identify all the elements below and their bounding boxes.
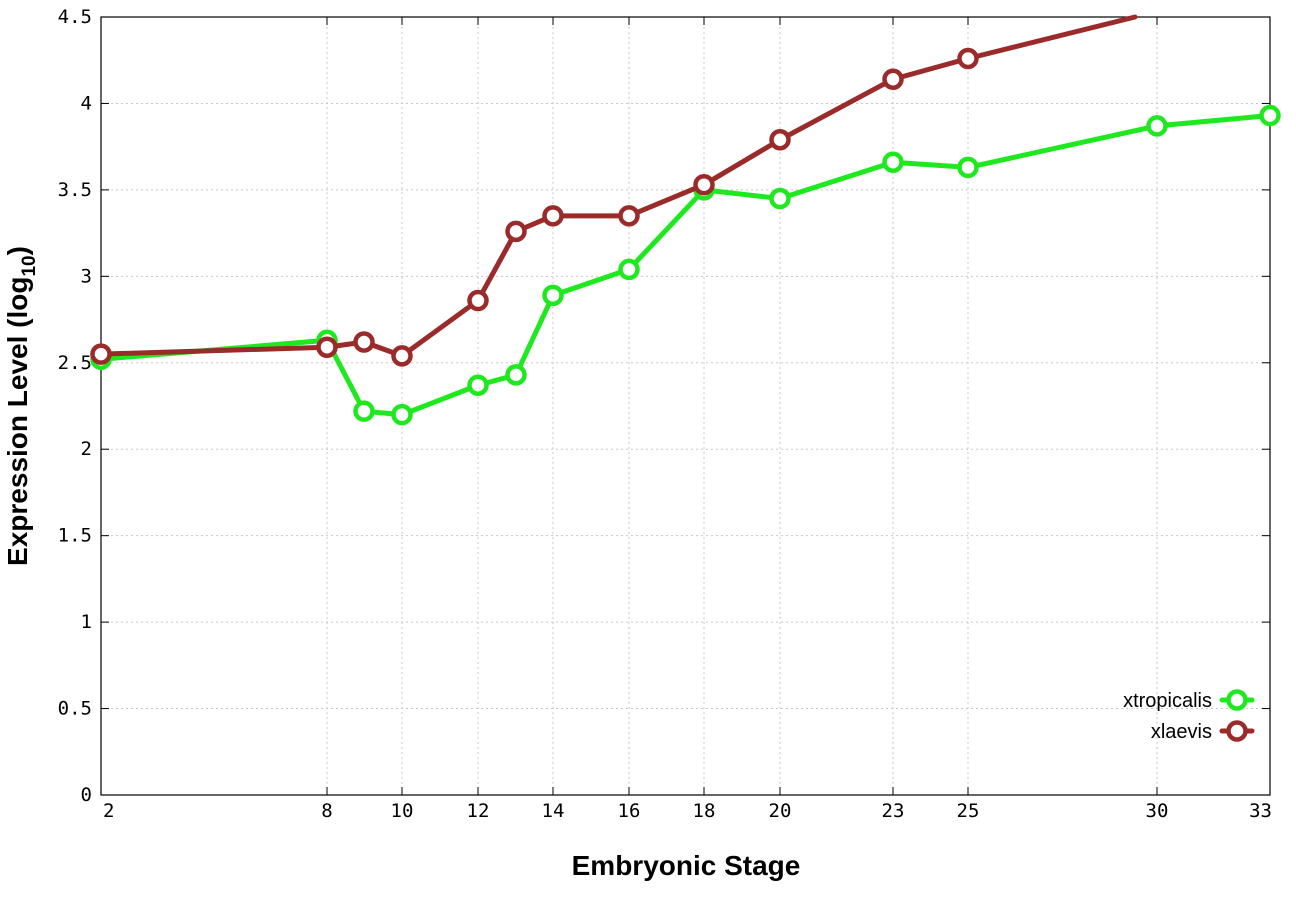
x-tick-label: 20 (769, 800, 792, 822)
legend-label-xlaevis: xlaevis (1151, 721, 1212, 743)
y-tick-label: 0.5 (58, 698, 92, 720)
data-point-xtropicalis (467, 374, 489, 397)
x-tick-label: 14 (542, 800, 565, 822)
series-layer (90, 14, 1281, 426)
data-point-xlaevis (467, 289, 489, 312)
data-point-xlaevis (882, 68, 904, 90)
data-point-xlaevis (353, 331, 375, 353)
y-axis-title: Expression Level (log10) (2, 246, 40, 566)
y-tick-label: 1.5 (58, 525, 92, 547)
y-tick-label: 4 (81, 92, 92, 114)
x-axis-ticks: 2 8 10 12 14 16 18 20 23 25 30 33 (100, 17, 1272, 822)
y-tick-label: 3 (81, 265, 92, 287)
x-tick-label: 10 (391, 800, 414, 822)
x-tick-label: 30 (1146, 800, 1169, 822)
x-tick-label: 33 (1249, 800, 1272, 822)
data-point-xtropicalis (391, 403, 413, 426)
data-point-xtropicalis (542, 284, 564, 307)
x-tick-label: 25 (957, 800, 980, 822)
data-point-xtropicalis (1259, 104, 1281, 127)
data-point-xlaevis (769, 129, 791, 151)
data-point-xtropicalis (353, 400, 375, 422)
x-tick-label: 23 (882, 800, 905, 822)
x-tick-label: 8 (321, 800, 332, 822)
legend-label-xtropicalis: xtropicalis (1123, 690, 1212, 712)
y-axis-title-subscript: 10 (19, 255, 40, 276)
x-tick-label: 12 (467, 800, 490, 822)
data-point-xtropicalis (957, 156, 979, 179)
y-tick-label: 0 (81, 784, 92, 806)
legend-swatch-marker-xlaevis (1226, 720, 1248, 742)
data-point-xtropicalis (505, 364, 527, 386)
data-point-xtropicalis (618, 258, 640, 281)
data-point-xlaevis (316, 336, 338, 358)
x-tick-label: 16 (618, 800, 641, 822)
y-axis-title-main: Expression Level (log (2, 277, 33, 566)
grid-layer (101, 17, 1270, 795)
x-axis-title: Embryonic Stage (572, 850, 801, 881)
data-point-xlaevis (693, 173, 715, 196)
data-point-xlaevis (505, 220, 527, 243)
data-point-xlaevis (957, 47, 979, 70)
y-tick-label: 3.5 (58, 179, 92, 201)
y-axis-title-close: ) (2, 246, 33, 255)
y-tick-label: 2.5 (58, 352, 92, 374)
data-point-xtropicalis (1146, 115, 1168, 137)
legend: xtropicalis xlaevis (1123, 689, 1255, 743)
plot-area-border (100, 16, 1271, 796)
data-point-xlaevis (90, 343, 112, 365)
data-point-xlaevis (618, 205, 640, 227)
y-tick-label: 2 (81, 438, 92, 460)
y-tick-label: 1 (81, 611, 92, 633)
legend-swatch-marker-xtropicalis (1226, 689, 1248, 711)
x-tick-label: 2 (103, 800, 114, 822)
data-point-xtropicalis (882, 151, 904, 173)
x-tick-label: 18 (693, 800, 716, 822)
y-axis-ticks: 0 0.5 1 1.5 2 2.5 3 3.5 4 4.5 (58, 6, 1270, 806)
series-line-xtropicalis (98, 113, 1273, 418)
y-tick-label: 4.5 (58, 6, 92, 28)
series-line-xlaevis (98, 14, 1138, 359)
data-point-xlaevis (542, 205, 564, 227)
data-point-xlaevis (391, 345, 413, 367)
data-point-xtropicalis (769, 187, 791, 210)
